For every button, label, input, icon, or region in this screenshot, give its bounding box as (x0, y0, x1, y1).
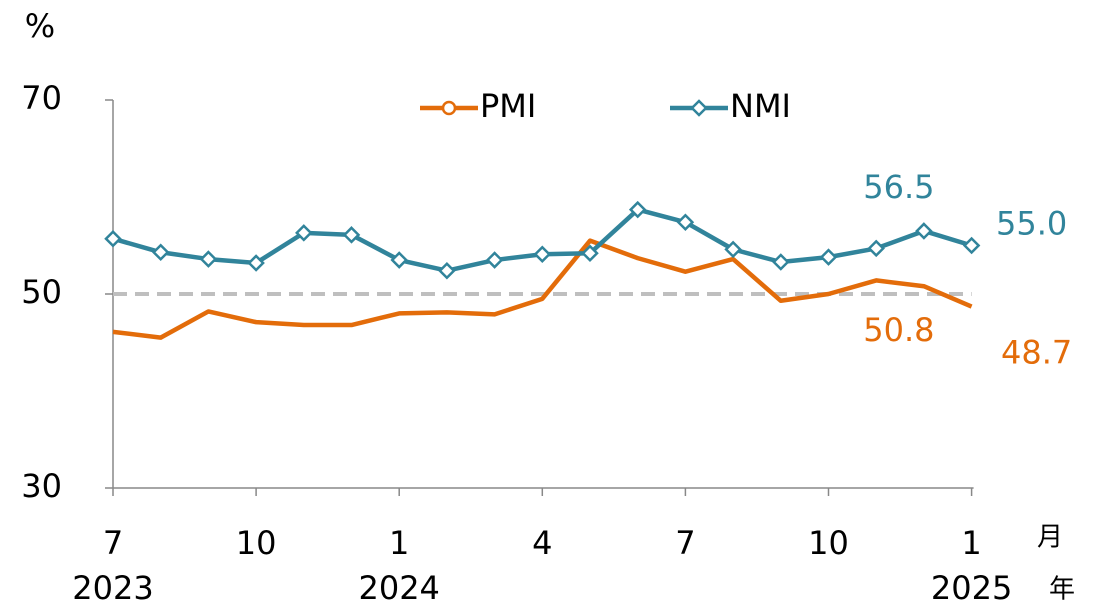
x-tick-label: 10 (808, 524, 849, 562)
marker (438, 261, 456, 280)
y-axis-label: % (25, 7, 55, 45)
year-label: 2023 (72, 569, 153, 607)
x-tick-label: 1 (389, 524, 409, 562)
x-tick-label: 4 (532, 524, 552, 562)
marker (533, 245, 552, 263)
legend-label: NMI (730, 87, 791, 125)
marker (628, 200, 647, 219)
y-tick-label: 30 (21, 467, 62, 505)
marker (581, 244, 599, 263)
marker (247, 254, 265, 272)
marker (295, 224, 313, 242)
y-tick-label: 50 (21, 273, 62, 311)
x-unit-label: 月 (1037, 523, 1063, 553)
data-label: 48.7 (1001, 334, 1072, 372)
data-label: 50.8 (863, 311, 934, 349)
y-tick-label: 70 (21, 79, 62, 117)
x-tick-label: 1 (961, 524, 981, 562)
year-unit-label: 年 (1049, 575, 1075, 605)
marker (962, 236, 981, 255)
year-label: 2025 (931, 569, 1012, 607)
marker (724, 240, 742, 259)
data-label: 55.0 (996, 205, 1067, 243)
x-tick-label: 10 (236, 524, 277, 562)
marker (199, 250, 218, 268)
marker (342, 226, 361, 244)
x-tick-label: 7 (675, 524, 695, 562)
x-tick-label: 7 (103, 524, 123, 562)
marker (819, 248, 838, 266)
marker (390, 251, 408, 269)
marker (915, 222, 933, 240)
marker (485, 251, 504, 269)
marker (151, 243, 170, 262)
marker (772, 253, 790, 271)
marker (676, 213, 695, 231)
marker (690, 99, 708, 117)
data-label: 56.5 (863, 168, 934, 206)
legend-label: PMI (480, 87, 536, 125)
marker (441, 100, 457, 116)
marker (867, 239, 885, 258)
year-label: 2024 (358, 569, 439, 607)
series-line (112, 238, 973, 340)
marker (104, 229, 122, 248)
